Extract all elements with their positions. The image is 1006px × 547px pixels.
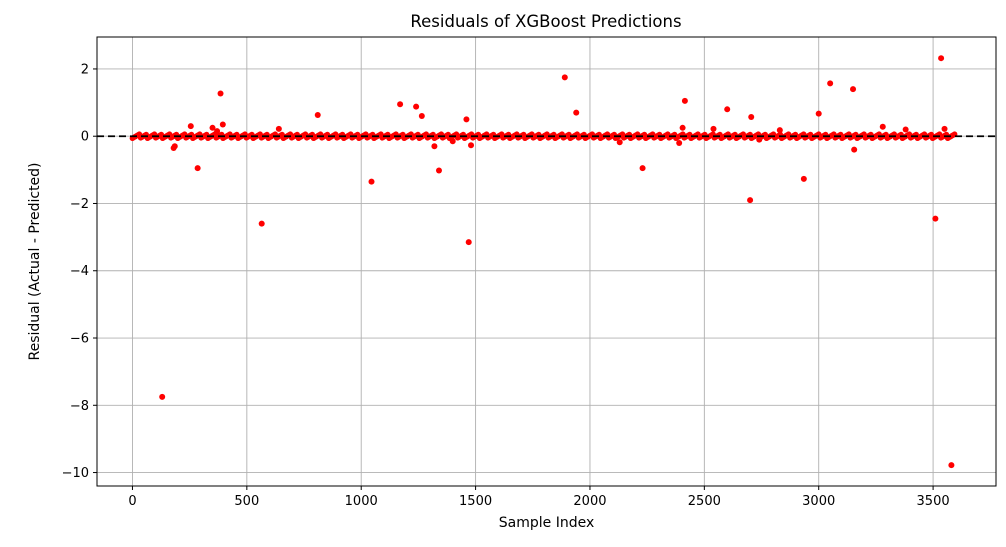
residual-point <box>747 197 754 204</box>
x-tick-label: 0 <box>128 494 136 509</box>
residual-point <box>418 113 425 120</box>
residual-point <box>209 124 216 131</box>
chart-title: Residuals of XGBoost Predictions <box>410 12 681 31</box>
residual-point <box>275 125 282 132</box>
y-axis-label: Residual (Actual - Predicted) <box>27 162 43 360</box>
y-tick-label: 0 <box>81 130 89 145</box>
grid-lines <box>97 37 996 486</box>
x-axis-label: Sample Index <box>499 515 594 531</box>
residual-point <box>413 103 420 110</box>
residual-point <box>850 86 857 93</box>
residual-point <box>639 165 646 172</box>
x-tick-label: 500 <box>234 494 259 509</box>
residual-point <box>573 109 580 116</box>
residual-point <box>879 123 886 130</box>
residual-point <box>397 101 404 108</box>
residual-point <box>756 136 763 143</box>
residual-point <box>435 167 442 174</box>
residual-point <box>431 143 438 150</box>
x-tick-label: 1500 <box>459 494 492 509</box>
y-tick-label: −10 <box>62 466 89 481</box>
residual-point <box>948 462 955 469</box>
residual-point <box>214 128 221 135</box>
residual-point <box>748 114 755 121</box>
residual-point <box>159 393 166 400</box>
residual-point <box>676 139 683 146</box>
residual-point <box>932 215 939 222</box>
residual-point <box>827 80 834 87</box>
residual-point <box>187 123 194 130</box>
y-tick-label: 2 <box>81 62 89 77</box>
residual-points <box>129 55 958 469</box>
residual-point <box>724 106 731 113</box>
residual-point <box>171 143 178 150</box>
residual-point <box>941 125 948 132</box>
y-tick-label: −2 <box>70 197 89 212</box>
y-axis-ticks: 2 0 −2 −4 −6 −8 −10 <box>62 62 97 481</box>
residual-point <box>258 220 265 227</box>
residual-point <box>217 90 224 97</box>
residual-point <box>679 124 686 131</box>
x-axis-ticks: 0 500 1000 1500 2000 2500 3000 3500 <box>128 486 950 509</box>
residual-point <box>815 110 822 117</box>
y-tick-label: −8 <box>70 399 89 414</box>
residual-point <box>468 142 475 149</box>
residual-point <box>902 126 909 133</box>
residual-point <box>616 139 623 146</box>
residual-point <box>681 97 688 104</box>
residual-point <box>449 138 456 145</box>
residual-point <box>194 165 201 172</box>
residual-point <box>561 74 568 81</box>
y-tick-label: −4 <box>70 264 89 279</box>
x-tick-label: 3000 <box>802 494 835 509</box>
x-tick-label: 2000 <box>573 494 606 509</box>
plot-area-frame <box>96 36 997 487</box>
residual-point <box>776 127 783 134</box>
residual-point <box>851 146 858 153</box>
x-tick-label: 1000 <box>345 494 378 509</box>
residual-point <box>314 112 321 119</box>
residual-point <box>368 178 375 185</box>
x-tick-label: 2500 <box>688 494 721 509</box>
residual-point <box>463 116 470 123</box>
residual-point <box>465 239 472 246</box>
y-tick-label: −6 <box>70 332 89 347</box>
residual-point <box>710 125 717 132</box>
x-tick-label: 3500 <box>917 494 950 509</box>
residual-point <box>800 175 807 182</box>
residual-point <box>938 55 945 62</box>
residual-point <box>219 121 226 128</box>
